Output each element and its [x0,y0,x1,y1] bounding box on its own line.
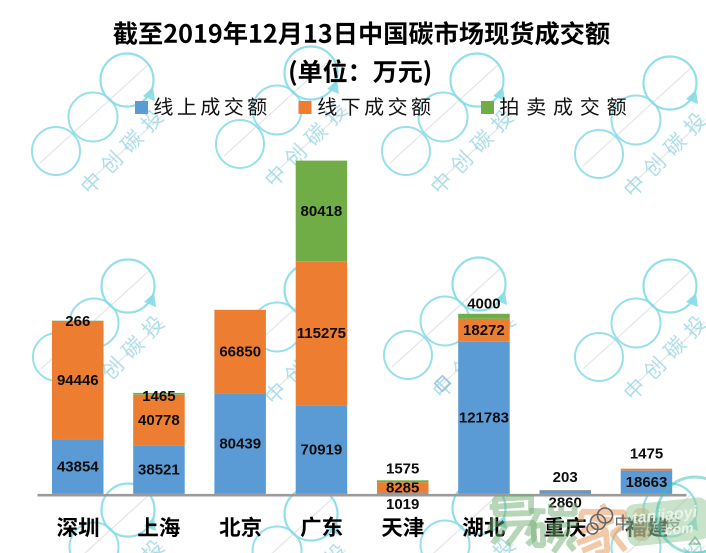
svg-text:1475: 1475 [630,445,663,462]
svg-text:4000: 4000 [467,295,500,312]
svg-text:18663: 18663 [626,474,668,491]
svg-text:70919: 70919 [301,442,343,459]
svg-text:1575: 1575 [386,460,419,477]
svg-text:.com: .com [660,519,694,538]
svg-text:tanjiaoyi: tanjiaoyi [632,504,699,528]
svg-text:121783: 121783 [459,410,509,427]
svg-text:115275: 115275 [297,325,346,342]
svg-text:18272: 18272 [463,322,505,339]
svg-text:80439: 80439 [219,436,261,453]
svg-text:203: 203 [553,469,578,486]
svg-text:8285: 8285 [386,480,419,497]
svg-text:43854: 43854 [57,458,99,475]
svg-text:94446: 94446 [57,372,99,389]
svg-text:1019: 1019 [386,496,419,513]
svg-text:38521: 38521 [138,462,180,479]
svg-text:66850: 66850 [219,344,261,361]
svg-text:1465: 1465 [142,388,175,405]
svg-text:266: 266 [65,313,90,330]
svg-text:80418: 80418 [301,203,343,220]
svg-text:40778: 40778 [138,412,180,429]
